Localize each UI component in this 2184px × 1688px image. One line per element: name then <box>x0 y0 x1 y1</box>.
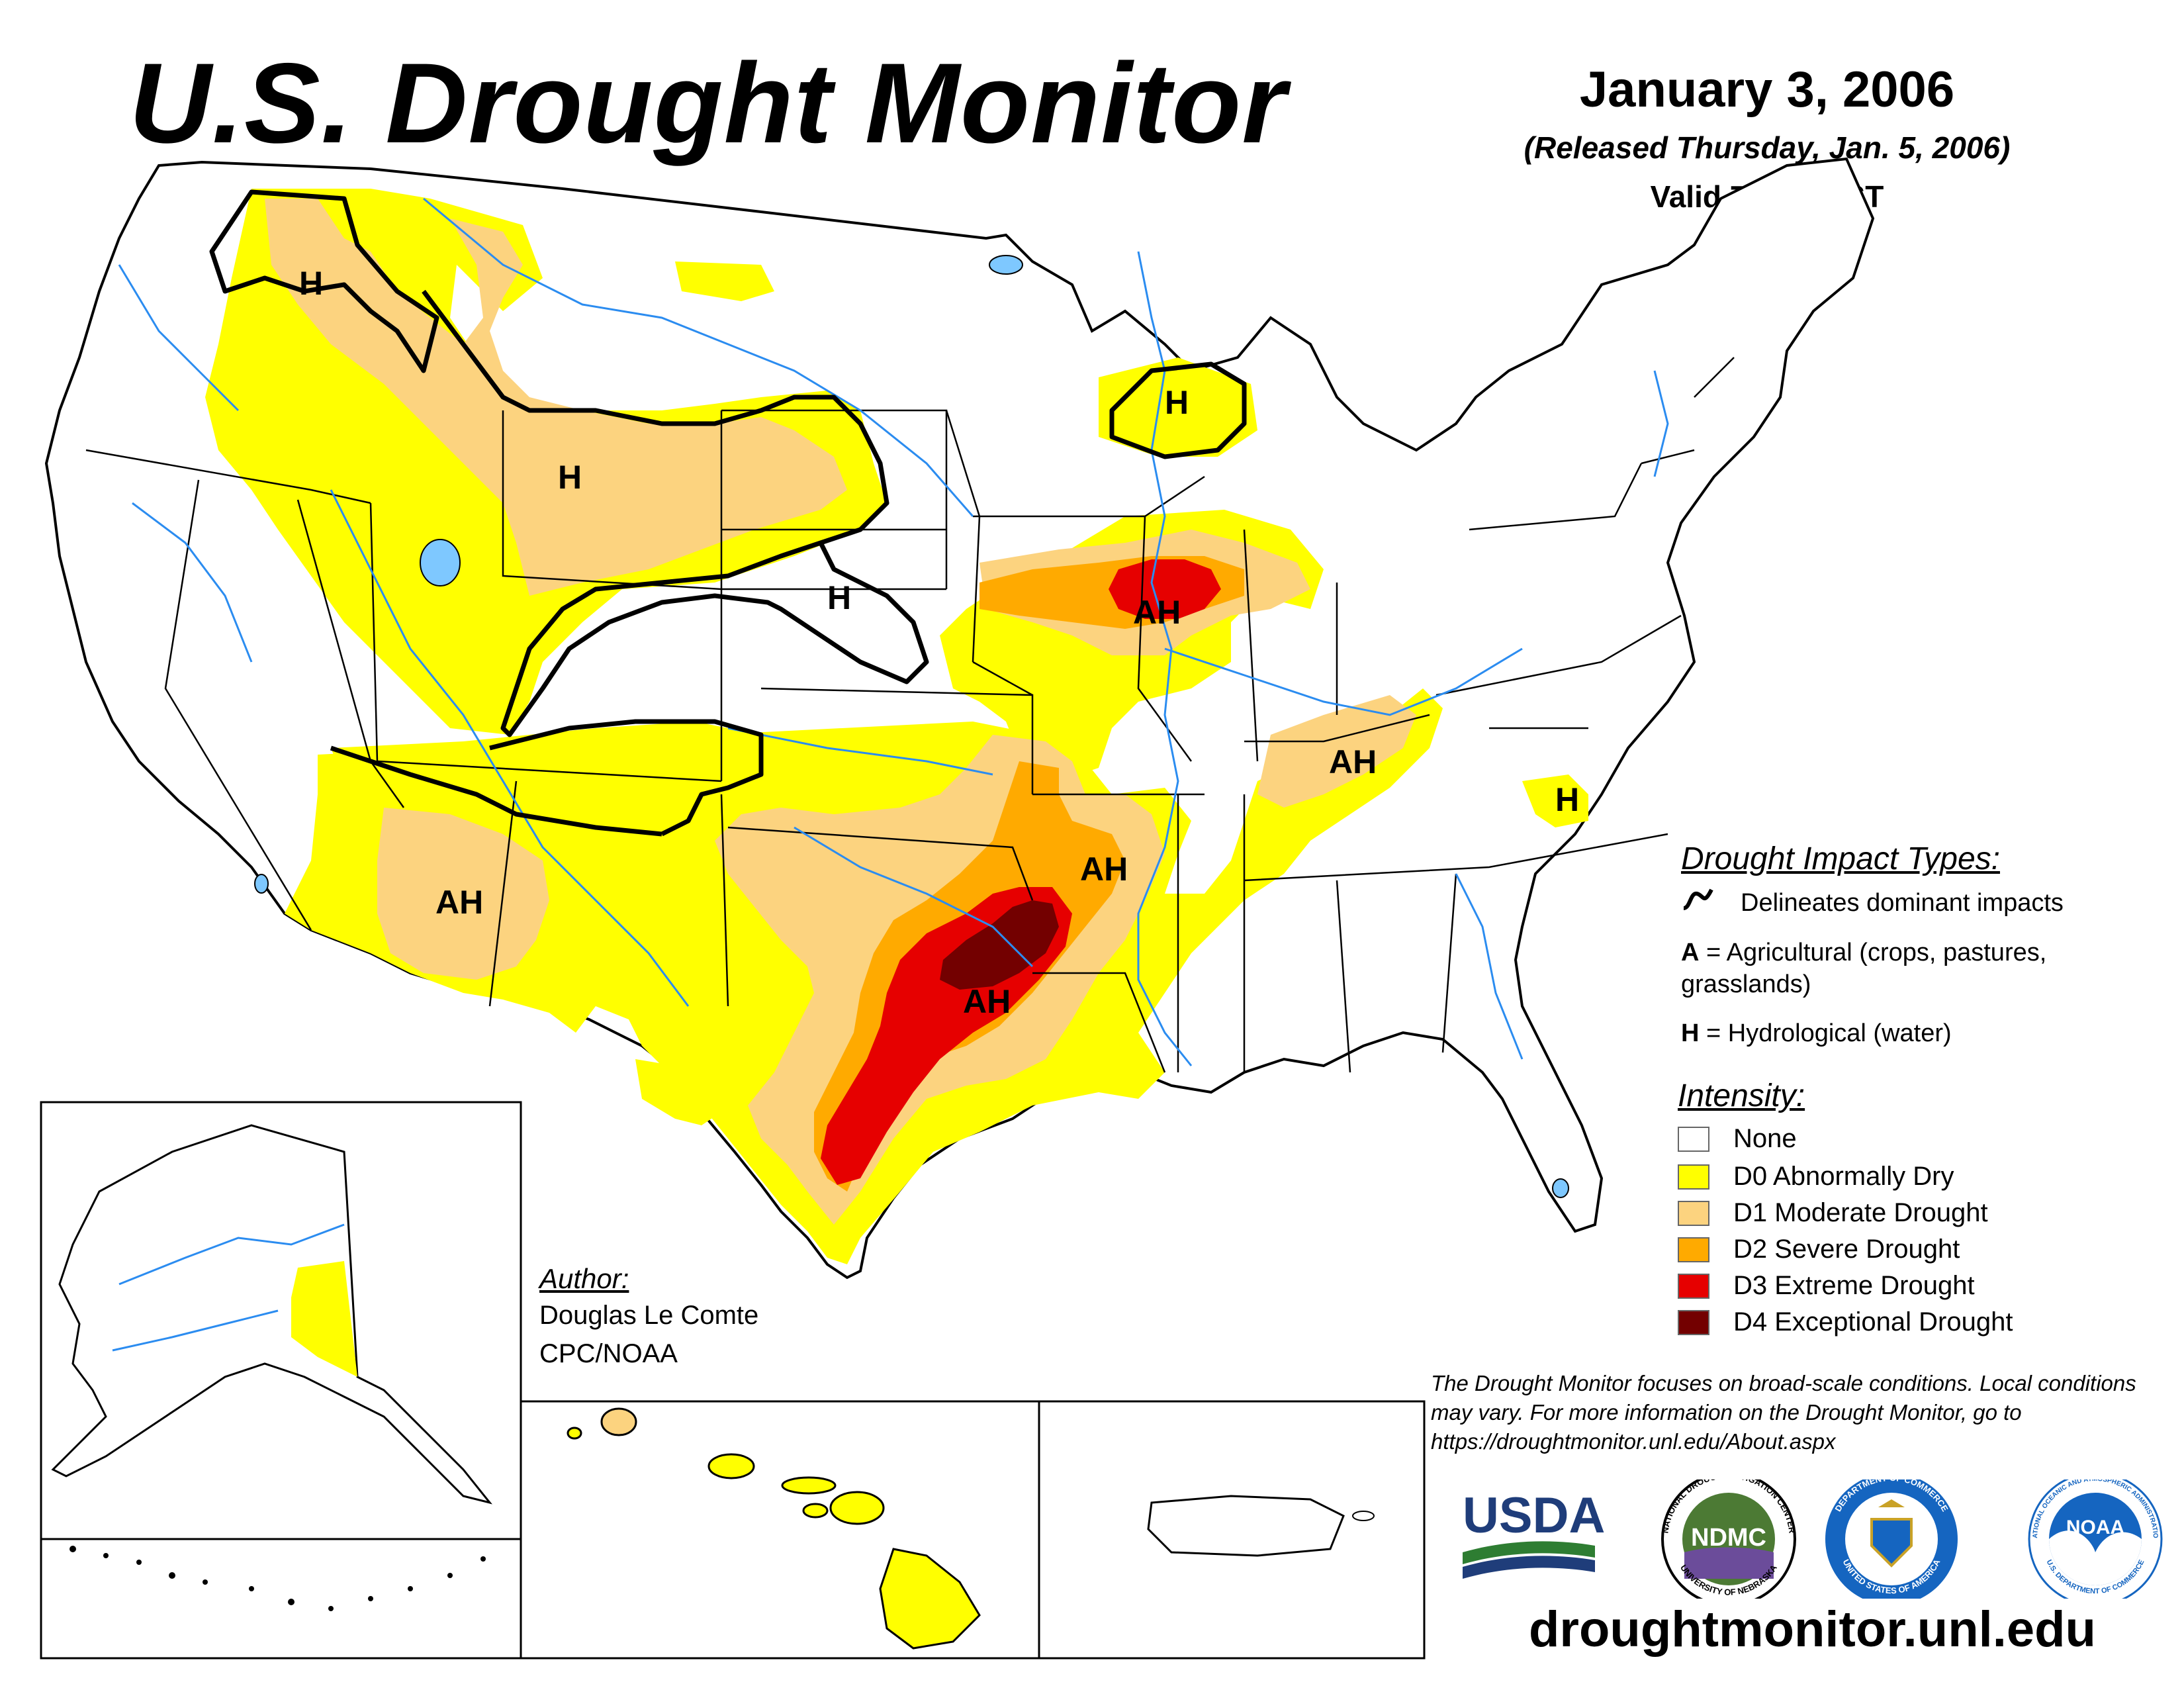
hydrological-letter: H <box>1681 1019 1700 1047</box>
impact-labels: H H H H AH AH H AH AH AH <box>299 265 1579 1020</box>
release-date: (Released Thursday, Jan. 5, 2006) <box>1524 130 2011 165</box>
map-date: January 3, 2006 <box>1579 62 1955 118</box>
impact-boundaries <box>209 189 1247 837</box>
legend-label: D1 Moderate Drought <box>1733 1198 1988 1227</box>
impact-label: H <box>1555 781 1579 818</box>
legend-swatch <box>1678 1237 1709 1262</box>
rivers <box>118 197 1669 1066</box>
legend-label: D0 Abnormally Dry <box>1733 1162 1954 1191</box>
legend-label: D4 Exceptional Drought <box>1733 1307 2013 1336</box>
d4-areas <box>940 900 1059 990</box>
delineates-text: Delineates dominant impacts <box>1741 889 2064 917</box>
legend-swatch <box>1678 1126 1709 1152</box>
state-borders <box>85 357 1735 1073</box>
usda-text: USDA <box>1463 1487 1605 1544</box>
author-name: Douglas Le Comte <box>539 1301 759 1330</box>
impact-label: H <box>558 459 582 496</box>
inset-frames <box>40 1101 1426 1660</box>
legend-item-d1: D1 Moderate Drought <box>1678 1198 1988 1228</box>
ndmc-logo[interactable]: NDMC NATIONAL DROUGHT MITIGATION CENTER … <box>1660 1479 1797 1599</box>
agricultural-key: A = Agricultural (crops, pastures, <box>1681 939 2046 967</box>
disclaimer: The Drought Monitor focuses on broad-sca… <box>1431 1371 2136 1454</box>
legend-swatch <box>1678 1309 1709 1335</box>
author-org: CPC/NOAA <box>539 1339 678 1368</box>
impact-label: AH <box>1080 851 1128 888</box>
legend-swatch <box>1678 1273 1709 1299</box>
legend-item-d2: D2 Severe Drought <box>1678 1235 1960 1264</box>
impact-types-heading: Drought Impact Types: <box>1681 841 2000 876</box>
agricultural-letter: A <box>1681 939 1700 966</box>
partner-logos: USDA NDMC NATIONAL DROUGHT MITIGATION CE… <box>1456 1479 2163 1599</box>
legend-label: None <box>1733 1124 1797 1153</box>
agricultural-text: = Agricultural (crops, pastures, <box>1699 939 2047 966</box>
legend-item-d4: D4 Exceptional Drought <box>1678 1307 2013 1337</box>
impact-label: AH <box>1133 594 1181 631</box>
ndmc-text: NDMC <box>1691 1524 1766 1552</box>
impact-label: H <box>299 265 323 302</box>
impact-label: AH <box>435 884 483 921</box>
legend-label: D2 Severe Drought <box>1733 1235 1960 1264</box>
usda-logo[interactable]: USDA <box>1463 1487 1605 1579</box>
intensity-heading: Intensity: <box>1678 1078 1805 1113</box>
impact-label: H <box>1165 384 1189 421</box>
impact-label: H <box>827 579 851 616</box>
map-title: U.S. Drought Monitor <box>129 40 1287 167</box>
alaska-inset <box>51 1124 492 1611</box>
impact-label: AH <box>963 983 1011 1020</box>
hawaii-inset <box>567 1407 981 1650</box>
legend-item-d3: D3 Extreme Drought <box>1678 1271 1975 1301</box>
website-link[interactable]: droughtmonitor.unl.edu <box>1529 1601 2096 1658</box>
legend-swatch <box>1678 1200 1709 1226</box>
hydrological-text: = Hydrological (water) <box>1699 1019 1952 1047</box>
noaa-text: NOAA <box>2066 1517 2124 1538</box>
legend-item-none: None <box>1678 1124 1797 1154</box>
legend-item-d0: D0 Abnormally Dry <box>1678 1162 1954 1192</box>
impact-label: AH <box>1329 743 1377 780</box>
puerto-rico-inset <box>1147 1495 1375 1557</box>
agricultural-text-2: grasslands) <box>1681 970 1811 998</box>
doc-seal-logo[interactable]: DEPARTMENT OF COMMERCE UNITED STATES OF … <box>1825 1479 1958 1599</box>
legend-label: D3 Extreme Drought <box>1733 1271 1975 1300</box>
hydrological-key: H = Hydrological (water) <box>1681 1019 1952 1048</box>
impact-boundary-icon <box>1683 888 1713 910</box>
legend-swatch <box>1678 1164 1709 1190</box>
lakes <box>254 255 1569 1198</box>
author-label: Author: <box>539 1263 629 1294</box>
